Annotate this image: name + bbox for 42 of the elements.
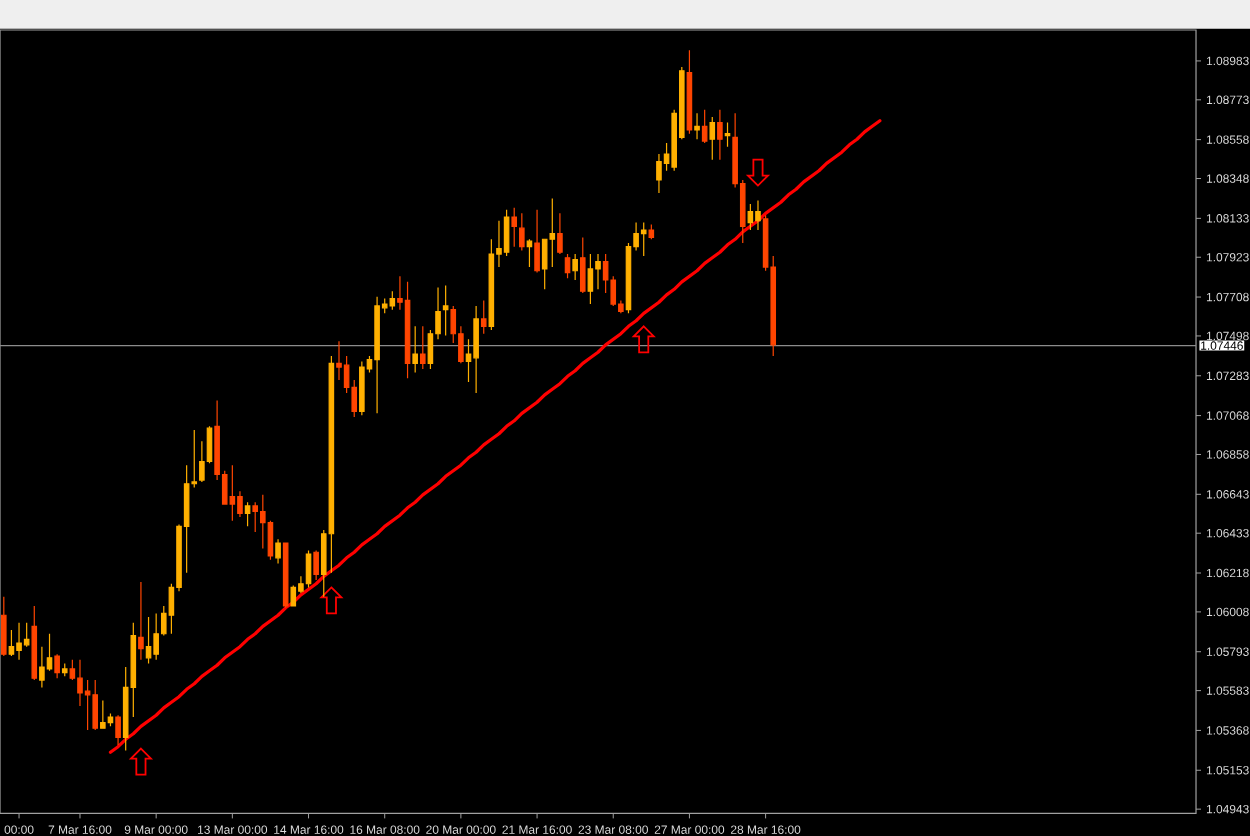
- candlestick: [473, 305, 479, 394]
- point: [130, 747, 152, 776]
- candlestick: [138, 581, 144, 661]
- point: [632, 325, 655, 354]
- candlestick: [519, 212, 525, 251]
- candlestick: [511, 207, 518, 248]
- candlestick: [1, 596, 7, 657]
- candlestick: [282, 542, 289, 609]
- candlestick: [359, 360, 365, 416]
- point: [747, 158, 769, 187]
- candlestick: [694, 112, 700, 140]
- candlestick: [244, 501, 251, 527]
- candlestick: [16, 622, 22, 661]
- candlestick: [61, 662, 68, 677]
- candlestick: [579, 236, 586, 294]
- candlestick: [92, 679, 99, 731]
- candlestick: [115, 714, 121, 746]
- candlestick: [153, 612, 159, 661]
- candlestick: [557, 212, 563, 255]
- candlestick: [419, 325, 426, 370]
- candlestick: [640, 222, 647, 257]
- candlestick: [755, 199, 761, 231]
- candlestick: [480, 299, 487, 335]
- candlestick: [374, 296, 380, 414]
- point: [320, 586, 343, 615]
- candlestick: [412, 325, 418, 374]
- candlestick: [275, 538, 281, 564]
- candlestick: [31, 605, 38, 681]
- candlestick: [8, 629, 15, 657]
- candlestick: [701, 109, 708, 144]
- candlestick: [54, 653, 60, 679]
- candlestick: [648, 223, 655, 240]
- candlestick: [389, 290, 396, 311]
- candlestick: [313, 549, 319, 581]
- candlestick: [572, 253, 578, 281]
- candlestick: [534, 209, 540, 274]
- candlestick: [717, 109, 723, 161]
- candlestick: [709, 116, 716, 161]
- candlestick: [587, 253, 594, 305]
- candlestick: [100, 699, 106, 729]
- candlestick: [442, 284, 449, 337]
- candlestick: [229, 464, 236, 522]
